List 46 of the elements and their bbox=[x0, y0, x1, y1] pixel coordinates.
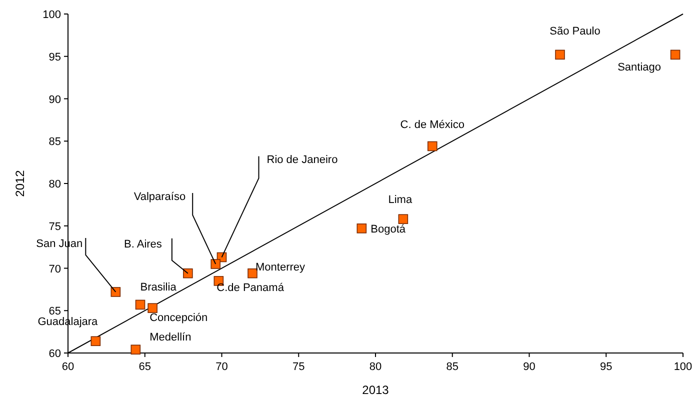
annotation: B. Aires bbox=[124, 238, 162, 250]
annotation: Santiago bbox=[618, 62, 662, 74]
y-tick-label: 95 bbox=[48, 51, 61, 64]
point bbox=[210, 259, 220, 269]
annotation: Rio de Janeiro bbox=[266, 154, 338, 166]
x-tick-label: 65 bbox=[138, 361, 151, 373]
x-tick-label: 60 bbox=[62, 361, 74, 373]
annotation: Concepción bbox=[150, 312, 208, 324]
annotation: Medellín bbox=[150, 332, 192, 344]
x-tick-label: 100 bbox=[674, 361, 692, 373]
point bbox=[398, 214, 408, 224]
point bbox=[148, 303, 158, 313]
point bbox=[670, 50, 680, 60]
y-tick-label: 90 bbox=[48, 94, 61, 106]
point bbox=[427, 141, 438, 152]
annotation: Bogotá bbox=[370, 223, 406, 236]
x-axis-title: 2013 bbox=[362, 383, 390, 397]
point bbox=[135, 300, 146, 310]
point bbox=[130, 344, 141, 355]
y-tick-label: 100 bbox=[42, 9, 61, 21]
point bbox=[90, 336, 101, 346]
annotation: Lima bbox=[388, 194, 413, 206]
point bbox=[555, 50, 565, 60]
y-axis-title: 2012 bbox=[13, 170, 27, 197]
point bbox=[110, 287, 121, 297]
y-tick-label: 75 bbox=[48, 220, 61, 233]
x-tick-label: 90 bbox=[523, 361, 536, 373]
annotation: Monterrey bbox=[256, 261, 306, 274]
annotation: C.de Panamá bbox=[216, 282, 285, 294]
x-tick-label: 75 bbox=[292, 361, 305, 373]
point bbox=[183, 268, 193, 278]
y-tick-label: 60 bbox=[48, 348, 61, 360]
y-tick-label: 70 bbox=[48, 263, 61, 276]
x-tick-label: 80 bbox=[369, 361, 382, 373]
x-tick-label: 85 bbox=[446, 361, 458, 373]
annotation: Valparaíso bbox=[134, 191, 186, 204]
point bbox=[248, 268, 258, 278]
annotation: Brasilia bbox=[140, 282, 178, 294]
point bbox=[356, 224, 367, 234]
annotation: São Paulo bbox=[550, 26, 600, 38]
y-tick-label: 65 bbox=[48, 306, 61, 318]
y-tick-label: 80 bbox=[48, 178, 61, 190]
x-tick-label: 95 bbox=[600, 361, 612, 373]
annotation: C. de México bbox=[400, 119, 464, 132]
x-tick-label: 70 bbox=[216, 361, 228, 373]
y-tick-label: 85 bbox=[48, 136, 61, 148]
